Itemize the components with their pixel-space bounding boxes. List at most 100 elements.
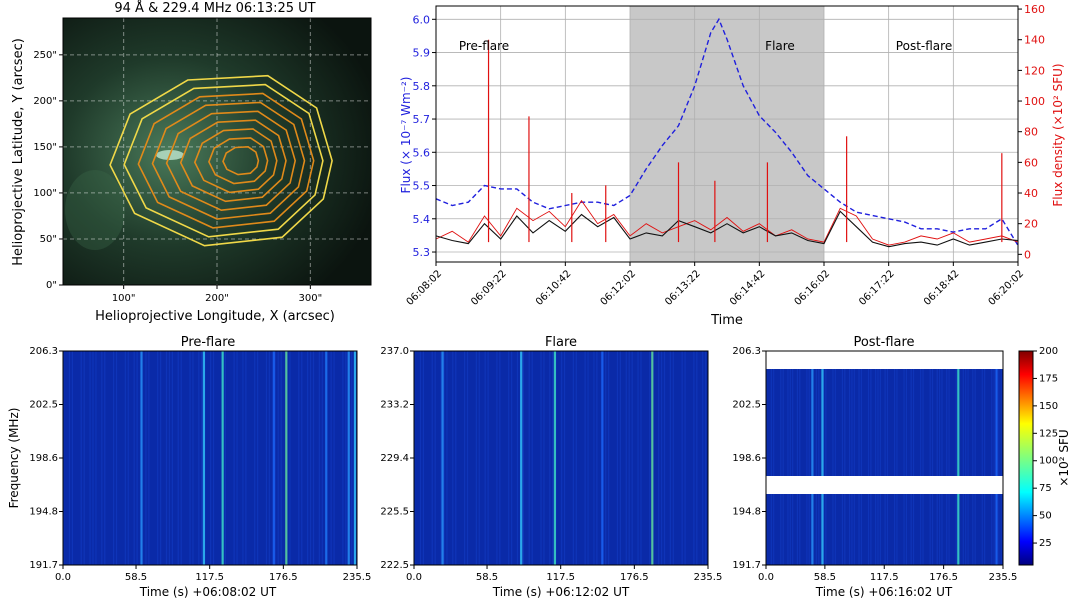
spectrogram-texture [274,351,276,565]
spectrogram-texture [312,351,315,565]
spectrogram-texture [419,351,422,565]
spectrogram-texture [280,351,282,565]
spectrogram-texture [443,351,445,565]
spectrogram-flare-title: Flare [545,335,577,350]
spectrogram-pre: 0.0 58.5 117.5 176.5 235.5 191.7 194.8 198.6 202… [29,346,371,583]
spectrogram-burst-lane [325,351,328,565]
spectrogram-burst-lane [285,351,288,565]
lightcurve-left-tick-label: 5.5 [413,180,431,193]
spectrogram-texture [236,351,238,565]
colorbar-tick-label: 175 [1039,373,1058,384]
spectrogram-texture [649,351,651,565]
spectrogram-texture [766,351,768,565]
spectrogram-burst-lane [221,351,224,565]
spectrogram-texture [307,351,309,565]
colorbar-tick-label: 75 [1039,483,1052,494]
spectrogram-texture [844,351,846,565]
density-series-line [435,199,1019,246]
spectrogram-texture [658,351,660,565]
spectrogram-texture [63,351,65,565]
lightcurve-right-ticks: 0 20 40 60 80 100 120 140 160 [1018,3,1045,261]
radio-contour [137,92,315,229]
spectrogram-texture [422,351,425,565]
spectrogram-burst-lane [353,351,357,565]
spectrogram-data-gap [766,476,1003,494]
spectrogram-texture [561,351,563,565]
colorbar-gradient [1018,350,1034,566]
lightcurve-right-tick-label: 140 [1024,34,1045,47]
spectrogram-texture [572,351,574,565]
spectrogram-burst-lane [272,351,275,565]
image-y-ticks: 0" 50" 100" 150" 200" 250" [33,50,63,291]
lightcurve-left-tick-label: 6.0 [413,13,431,26]
spectrogram-texture [631,351,633,565]
spectrogram-x-tick-label: 235.5 [343,572,372,583]
spectrogram-texture [929,351,931,565]
spectrogram-x-tick-label: 58.5 [476,572,498,583]
spectrogram-texture [696,351,698,565]
spectrogram-texture [189,351,191,565]
spectrogram-pre-title: Pre-flare [181,335,236,350]
spectrogram-texture [948,351,950,565]
spectrogram-texture [870,351,872,565]
spectrogram-texture [593,351,595,565]
spectrogram-x-tick-label: 235.5 [989,572,1018,583]
spectrogram-y-tick-label: 191.7 [29,560,58,571]
spectrogram-texture [853,351,855,565]
spectrogram-texture [684,351,686,565]
spectrogram-texture [782,351,784,565]
lightcurve-right-tick-label: 100 [1024,95,1045,108]
spectrogram-texture [608,351,610,565]
spectrogram-texture [910,351,912,565]
spectrogram-texture [446,351,448,565]
spectrogram-texture [789,351,791,565]
spectrogram-texture [496,351,498,565]
spectrogram-texture [180,351,182,565]
spectrogram-texture [640,351,642,565]
spectrogram-texture [808,351,810,565]
lightcurve-x-tick-label: 06:10:42 [534,268,574,308]
spectrogram-texture [922,351,924,565]
spectrogram-texture [875,351,877,565]
spectrogram-texture [127,351,129,565]
image-panel-title: 94 Å & 229.4 MHz 06:13:25 UT [114,0,315,16]
spectrogram-texture [71,351,74,565]
spectrogram-x-tick-label: 0.0 [406,572,422,583]
spectrogram-texture [972,351,974,565]
spectrogram-texture [619,351,621,565]
lightcurve-left-ticks: 5.3 5.4 5.5 5.6 5.7 5.8 5.9 6.0 [413,13,436,259]
spectrogram-texture [669,351,671,565]
lightcurve-x-tick-label: 06:20:02 [987,268,1027,308]
spectrogram-texture [681,351,683,565]
spectrogram-pre-panel: Pre-flare 0.0 58.5 117.5 176.5 235.5 191.7 194… [7,335,371,599]
spectrogram-texture [466,351,469,565]
euv-diffuse-region [65,170,125,250]
spectrogram-texture [318,351,320,565]
spectrogram-y-tick-label: 229.4 [380,453,409,464]
spectrogram-flare-panel: Flare 0.0 58.5 117.5 176.5 235.5 222.5 225.5 22… [380,335,722,599]
spectrogram-texture [860,351,862,565]
spectrogram-texture [455,351,457,565]
lightcurve-left-label: Flux (× 10⁻⁷ Wm⁻²) [399,77,413,194]
spectrogram-texture [148,351,150,565]
spectrogram-texture [233,351,235,565]
spectrogram-texture [991,351,993,565]
spectrogram-texture [330,351,332,565]
radio-contours [109,74,333,247]
lightcurve-right-tick-label: 40 [1024,187,1038,200]
spectrogram-texture [955,351,957,565]
spectrogram-texture [321,351,323,565]
spectrogram-texture [993,351,995,565]
radio-contour [109,74,333,247]
lightcurve-right-tick-label: 120 [1024,64,1045,77]
spectrogram-texture [92,351,94,565]
spectrogram-texture [637,351,639,565]
spectrogram-texture [998,351,1000,565]
lightcurve-x-tick-label: 06:18:42 [922,268,962,308]
spectrogram-texture [672,351,674,565]
flare-interval-band [630,6,824,262]
spectrogram-texture [967,351,969,565]
phase-label-post: Post-flare [896,39,952,53]
spectrogram-texture [962,351,964,565]
radio-contour [123,83,324,238]
